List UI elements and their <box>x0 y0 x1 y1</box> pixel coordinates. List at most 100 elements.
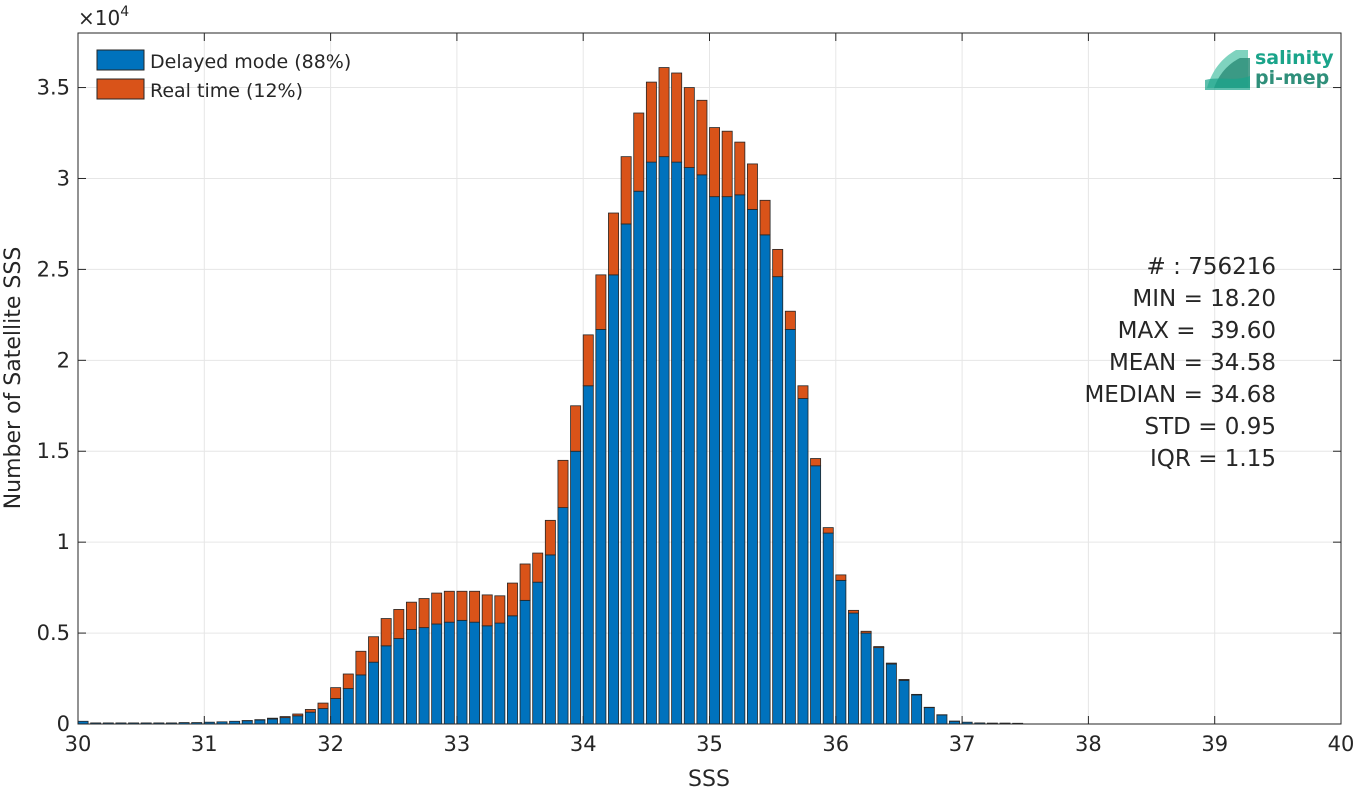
bar-delayed-mode <box>608 274 619 725</box>
bar-real-time <box>393 609 405 639</box>
bar-real-time <box>658 67 670 158</box>
bar-delayed-mode <box>923 707 935 725</box>
bar-delayed-mode <box>620 223 632 725</box>
bar-real-time <box>532 552 544 583</box>
bar-real-time <box>267 717 278 720</box>
bar-delayed-mode <box>481 625 493 725</box>
bar-delayed-mode <box>633 190 645 725</box>
bar-delayed-mode <box>532 581 544 725</box>
bar-real-time <box>709 127 721 198</box>
bar-delayed-mode <box>835 579 847 725</box>
bar-real-time <box>582 334 594 387</box>
bar-delayed-mode <box>355 674 367 725</box>
bar-real-time <box>608 212 619 276</box>
bar-real-time <box>885 662 897 665</box>
bar-real-time <box>835 574 847 581</box>
bar-delayed-mode <box>709 196 721 725</box>
bar-delayed-mode <box>734 194 746 725</box>
bar-delayed-mode <box>368 661 379 725</box>
bar-real-time <box>292 713 304 717</box>
x-tick-label: 36 <box>822 732 849 756</box>
bar-delayed-mode <box>418 627 430 725</box>
bar-delayed-mode <box>267 718 278 725</box>
bar-delayed-mode <box>797 398 809 725</box>
bar-real-time <box>304 709 316 713</box>
bar-real-time <box>405 601 417 630</box>
bar-delayed-mode <box>393 638 405 725</box>
bar-delayed-mode <box>292 715 304 725</box>
bar-real-time <box>443 590 455 623</box>
x-tick-label: 37 <box>949 732 976 756</box>
bar-delayed-mode <box>519 599 531 725</box>
bar-delayed-mode <box>885 663 897 725</box>
y-tick-label: 3 <box>57 166 70 190</box>
bar-delayed-mode <box>342 688 354 725</box>
bar-delayed-mode <box>595 329 607 725</box>
bar-real-time <box>810 458 822 467</box>
stat-max: MAX = 39.60 <box>1118 318 1276 344</box>
bar-real-time <box>507 582 518 617</box>
bar-delayed-mode <box>898 679 910 725</box>
bar-delayed-mode <box>570 450 582 725</box>
x-tick-label: 38 <box>1075 732 1102 756</box>
y-tick-label: 1 <box>57 530 70 554</box>
bar-delayed-mode <box>671 161 683 725</box>
bar-real-time <box>368 636 379 663</box>
x-tick-label: 33 <box>444 732 471 756</box>
bar-real-time <box>784 310 796 330</box>
bar-delayed-mode <box>645 161 657 725</box>
bar-real-time <box>683 87 695 168</box>
bar-delayed-mode <box>873 647 885 725</box>
bar-real-time <box>481 594 493 627</box>
bar-real-time <box>873 646 885 649</box>
bar-delayed-mode <box>746 208 758 725</box>
legend-label-realtime: Real time (12%) <box>150 80 303 102</box>
bar-delayed-mode <box>911 694 923 725</box>
x-tick-label: 39 <box>1201 732 1228 756</box>
stat-count: # : 756216 <box>1147 254 1276 280</box>
bar-delayed-mode <box>557 507 569 725</box>
bar-delayed-mode <box>810 465 822 725</box>
bar-real-time <box>645 81 657 163</box>
bar-real-time <box>696 99 708 176</box>
y-tick-label: 0.5 <box>37 621 70 645</box>
y-tick-label: 0 <box>57 712 70 736</box>
bar-delayed-mode <box>721 196 733 725</box>
bar-delayed-mode <box>784 329 796 725</box>
x-tick-label: 30 <box>65 732 92 756</box>
y-tick-label: 2 <box>57 348 70 372</box>
bar-delayed-mode <box>683 167 695 725</box>
logo-text-pimep: pi-mep <box>1255 67 1329 89</box>
bar-delayed-mode <box>254 719 266 725</box>
bar-real-time <box>633 112 645 192</box>
statistics-annotation: # : 756216 MIN = 18.20 MAX = 39.60 MEAN … <box>1084 254 1276 472</box>
bar-delayed-mode <box>469 621 481 725</box>
bar-real-time <box>317 702 329 709</box>
logo-text-salinity: salinity <box>1255 47 1334 69</box>
y-multiplier-label: ×104 <box>78 4 129 30</box>
legend-swatch-realtime <box>96 78 145 100</box>
x-tick-label: 34 <box>570 732 597 756</box>
stat-mean: MEAN = 34.58 <box>1109 350 1276 376</box>
bar-real-time <box>911 693 923 696</box>
stat-median: MEDIAN = 34.68 <box>1084 382 1276 408</box>
bar-real-time <box>671 72 683 163</box>
bar-real-time <box>519 563 531 601</box>
bar-delayed-mode <box>507 615 518 725</box>
bar-real-time <box>620 156 632 225</box>
bar-delayed-mode <box>772 276 784 725</box>
bar-delayed-mode <box>860 632 872 725</box>
x-tick-label: 35 <box>696 732 723 756</box>
x-axis-label: SSS <box>688 767 730 789</box>
bar-real-time <box>848 609 859 614</box>
logo-wave-icon-3 <box>1205 76 1250 90</box>
y-tick-label: 2.5 <box>37 257 70 281</box>
bar-real-time <box>898 679 910 681</box>
bar-real-time <box>418 598 430 629</box>
bars <box>77 67 1024 725</box>
bar-delayed-mode <box>822 532 834 725</box>
bar-real-time <box>355 650 367 676</box>
bar-delayed-mode <box>582 385 594 725</box>
bar-real-time <box>456 590 468 621</box>
